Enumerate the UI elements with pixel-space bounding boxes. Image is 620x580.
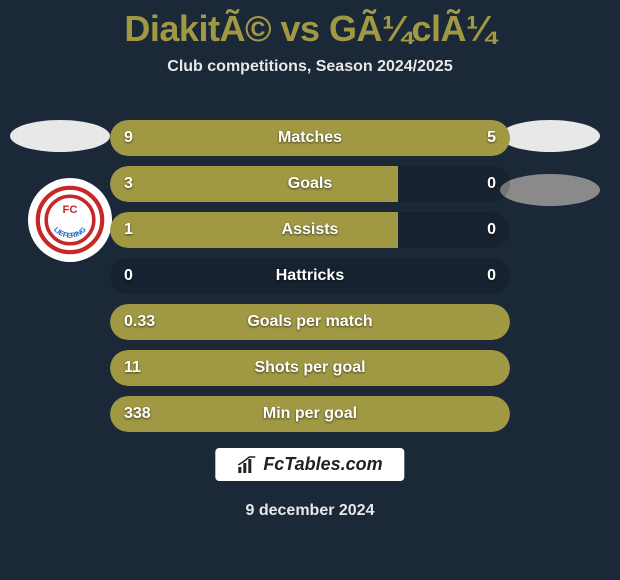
stat-row-goals: 30Goals	[110, 166, 510, 202]
stat-row-min-per-goal: 338Min per goal	[110, 396, 510, 432]
club-logo-left: FC LIEFERING	[28, 178, 112, 262]
stat-label: Shots per goal	[110, 350, 510, 386]
svg-text:FC: FC	[63, 204, 78, 216]
footer-brand-text: FcTables.com	[263, 454, 382, 475]
stat-label: Matches	[110, 120, 510, 156]
player-left-placeholder	[10, 120, 110, 152]
stat-label: Goals per match	[110, 304, 510, 340]
stat-label: Min per goal	[110, 396, 510, 432]
stat-row-hattricks: 00Hattricks	[110, 258, 510, 294]
stat-label: Hattricks	[110, 258, 510, 294]
stat-label: Goals	[110, 166, 510, 202]
stat-label: Assists	[110, 212, 510, 248]
subtitle: Club competitions, Season 2024/2025	[0, 58, 620, 76]
date-text: 9 december 2024	[0, 502, 620, 520]
player-right-placeholder-2	[500, 174, 600, 206]
stat-row-assists: 10Assists	[110, 212, 510, 248]
page-title: DiakitÃ© vs GÃ¼clÃ¼	[0, 0, 620, 50]
liefering-logo-icon: FC LIEFERING	[35, 185, 105, 255]
footer-brand-badge[interactable]: FcTables.com	[215, 448, 404, 481]
stat-row-goals-per-match: 0.33Goals per match	[110, 304, 510, 340]
stat-row-matches: 95Matches	[110, 120, 510, 156]
chart-icon	[237, 456, 257, 474]
player-right-placeholder-1	[500, 120, 600, 152]
stat-row-shots-per-goal: 11Shots per goal	[110, 350, 510, 386]
stats-bars: 95Matches 30Goals 10Assists 00Hattricks 0.33…	[110, 120, 510, 442]
